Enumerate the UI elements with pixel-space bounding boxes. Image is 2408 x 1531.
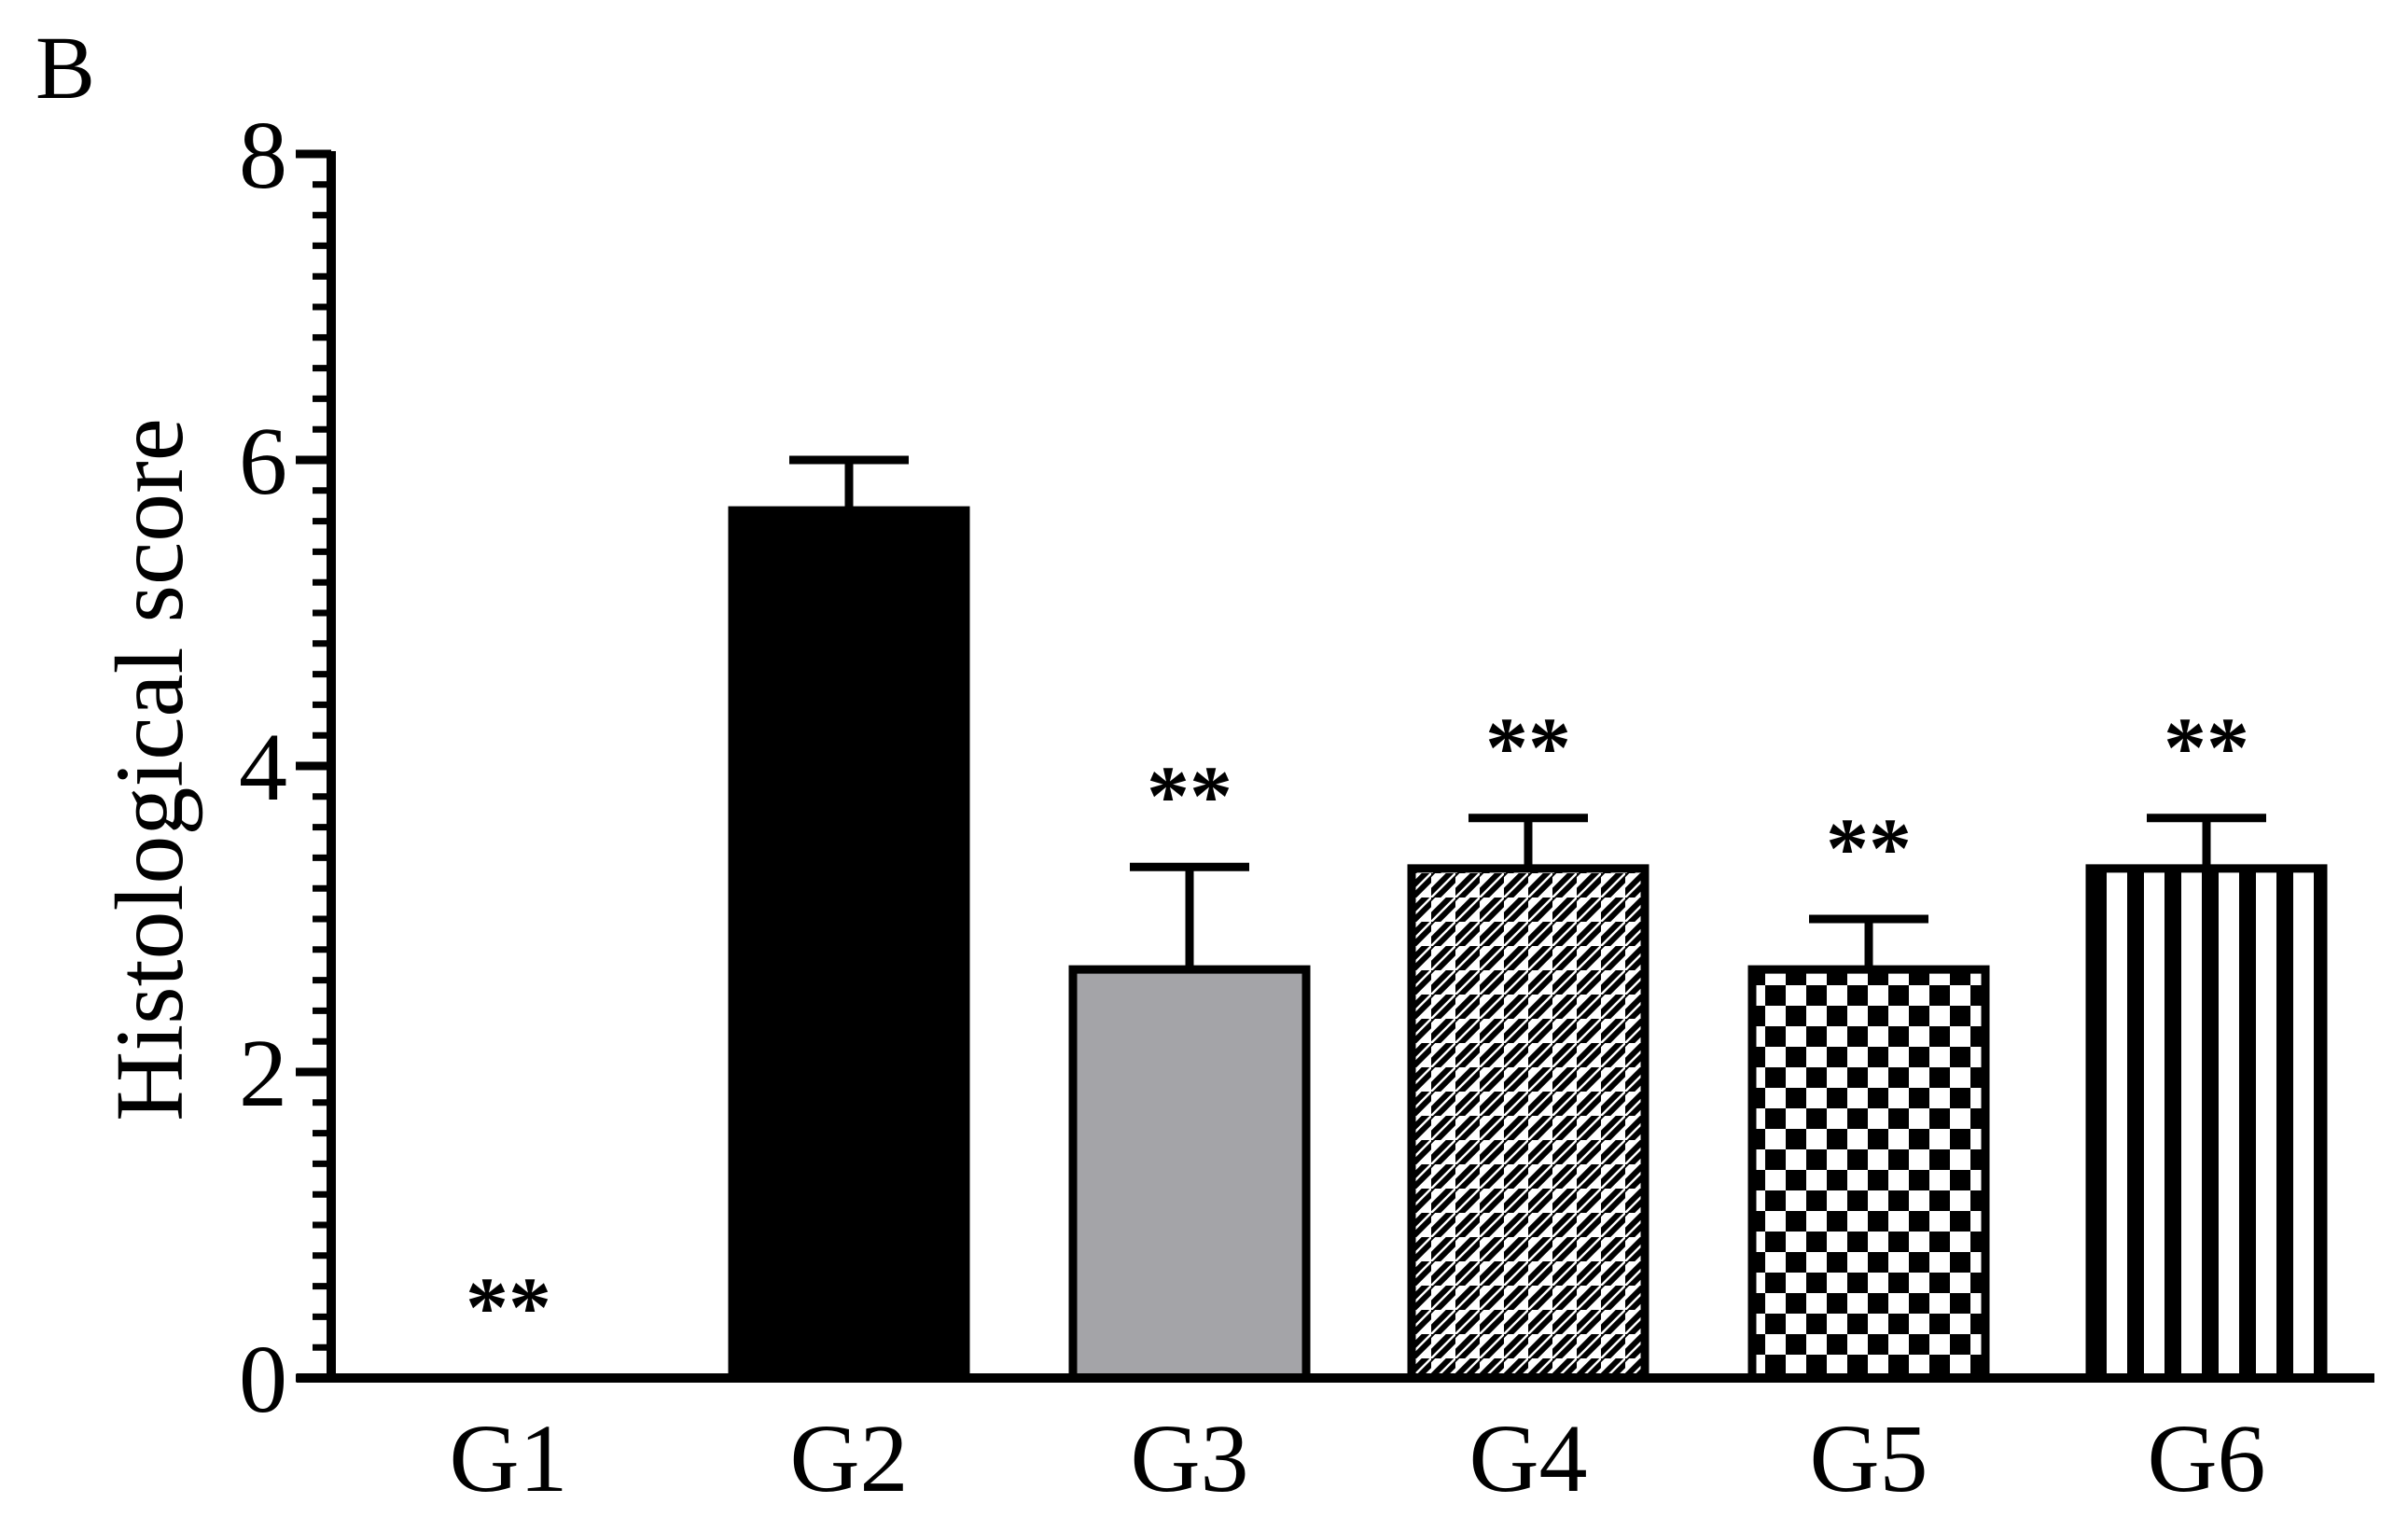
y-tick-label-8: 8 <box>239 102 287 209</box>
axes <box>296 149 2374 1383</box>
bar-g5 <box>1747 965 1990 1383</box>
y-tick-label-4: 4 <box>239 714 287 821</box>
x-tick-label-g3: G3 <box>1130 1405 1248 1512</box>
bar-g4 <box>1407 864 1649 1383</box>
y-tick-label-0: 0 <box>239 1326 287 1433</box>
significance-label-g4: ** <box>1485 700 1571 795</box>
labels-layer: ** G1 G2 ** G3 ** G4 ** G5 ** G6 0 2 4 6 8 <box>239 102 2266 1512</box>
bar-g3 <box>1068 965 1311 1383</box>
bars-layer <box>728 506 2328 1383</box>
error-bars-layer <box>789 455 2266 970</box>
significance-label-g5: ** <box>1826 800 1912 896</box>
bar-g6 <box>2085 864 2328 1383</box>
x-tick-label-g1: G1 <box>449 1405 567 1512</box>
bar-g2 <box>728 506 970 1383</box>
significance-label-g3: ** <box>1147 748 1232 843</box>
x-tick-label-g6: G6 <box>2147 1405 2265 1512</box>
y-tick-label-2: 2 <box>239 1020 287 1127</box>
panel-label: B <box>35 18 95 118</box>
y-axis-title: Histological score <box>96 418 203 1121</box>
x-tick-label-g2: G2 <box>789 1405 908 1512</box>
x-tick-label-g5: G5 <box>1809 1405 1928 1512</box>
x-tick-label-g4: G4 <box>1468 1405 1587 1512</box>
significance-label-g6: ** <box>2164 700 2249 795</box>
y-tick-label-6: 6 <box>239 408 287 515</box>
significance-label-g1: ** <box>466 1260 551 1355</box>
